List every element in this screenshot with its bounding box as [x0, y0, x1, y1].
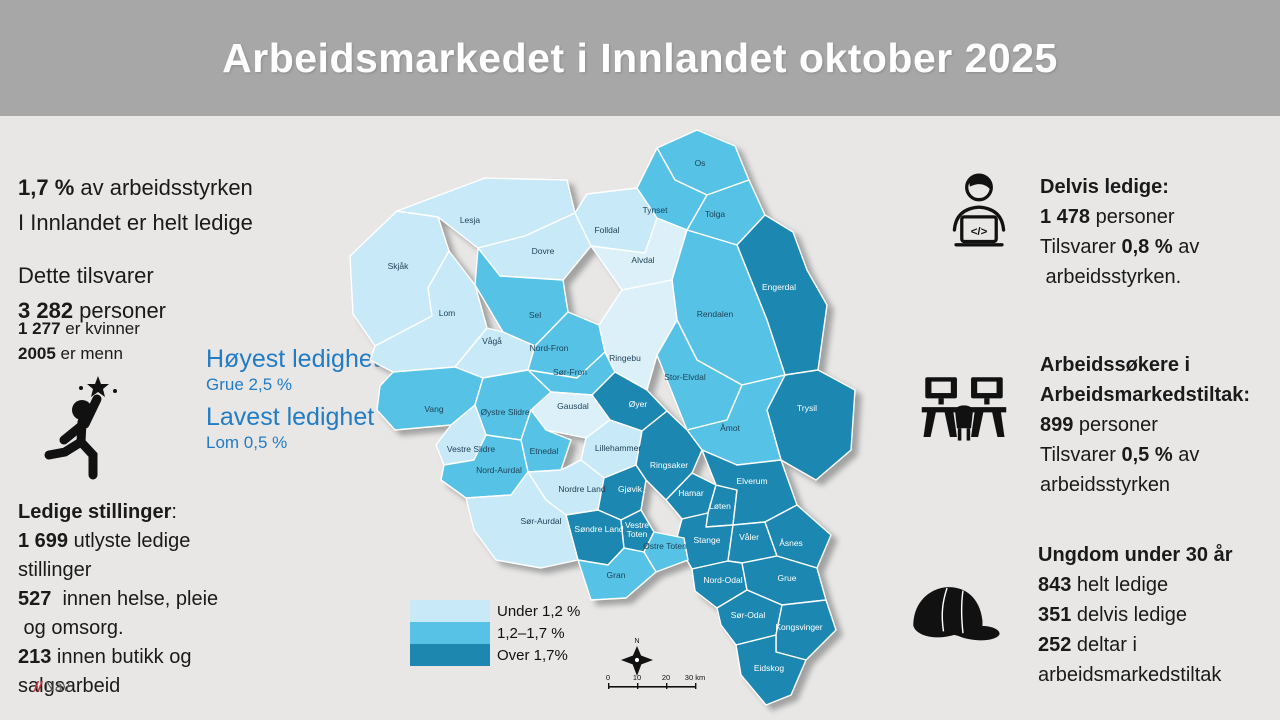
municipality-label: Våler [739, 532, 759, 542]
highest-value: Grue 2,5 % [206, 375, 292, 394]
municipality-label: Øystre Slidre [480, 407, 529, 417]
vacancies-text: Ledige stillinger: 1 699 utlyste ledige st… [18, 501, 219, 697]
legend-label: Under 1,2 % [497, 602, 581, 620]
legend-label: 1,2–1,7 % [497, 624, 565, 642]
municipality-label: Sør-Fron [553, 367, 587, 377]
municipality-label: Grue [778, 573, 797, 583]
municipality-label: Åsnes [779, 538, 803, 548]
page-title: Arbeidsmarkedet i Innlandet oktober 2025 [222, 34, 1058, 81]
partially-unemployed-text: Delvis ledige: 1 478 personer Tilsvarer 0,… [1040, 176, 1200, 288]
youth-text: Ungdom under 30 år 843 helt ledige 351 del… [1038, 544, 1233, 686]
legend-row: Over 1,7% [410, 644, 580, 666]
municipality-label: Folldal [594, 225, 619, 235]
municipality-label: Vestre Toten [625, 520, 649, 539]
municipality-label: Lom [439, 308, 456, 318]
municipality-label: Gjøvik [618, 484, 643, 494]
municipality-label: Stor-Elvdal [664, 372, 706, 382]
municipality-label: Nord-Odal [703, 575, 742, 585]
municipality-label: Nord-Fron [530, 343, 569, 353]
municipality-label: Lesja [460, 215, 481, 225]
municipality-label: Tolga [705, 209, 726, 219]
scale-tick-label: 0 [606, 673, 610, 682]
municipality-label: Hamar [678, 488, 704, 498]
municipality-sør-aurdal [465, 471, 579, 569]
municipality-label: Sel [529, 310, 541, 320]
persons-total-text: Dette tilsvarer 3 282 personer [18, 263, 167, 324]
innlandet-map: Skjåk Lesja Dovre Folldal Os Tynset Tolga Alvda… [335, 118, 875, 720]
municipality-label: Dovre [532, 246, 555, 256]
municipality-label: Ringebu [609, 353, 641, 363]
municipality-label: Vågå [482, 336, 502, 346]
header-banner: Arbeidsmarkedet i Innlandet oktober 2025 [0, 0, 1280, 116]
high-low-block: Høyest ledighet Grue 2,5 % Lavest ledigh… [206, 344, 380, 460]
cap-icon [905, 580, 1005, 647]
legend-row: 1,2–1,7 % [410, 622, 580, 644]
municipality-label: Rendalen [697, 309, 734, 319]
scale-tick-label: 10 [633, 673, 641, 682]
legend-swatch [410, 644, 490, 666]
municipality-label: Nord-Aurdal [476, 465, 522, 475]
municipality-label: Gran [607, 570, 626, 580]
labour-measures-text: Arbeidssøkere i Arbeidsmarkedstiltak: 899 … [1040, 354, 1251, 496]
municipality-lom [369, 250, 488, 373]
legend-row: Under 1,2 % [410, 600, 580, 622]
municipality-eidskog [735, 634, 807, 706]
municipality-label: Alvdal [631, 255, 654, 265]
compass-north-label: N [634, 638, 639, 645]
laptop-person-icon: </> [938, 166, 1020, 263]
unemployment-rate-text: 1,7 % av arbeidsstyrken I Innlandet er he… [18, 175, 253, 236]
municipality-label: Sør-Aurdal [520, 516, 561, 526]
highest-title: Høyest ledighet [206, 345, 380, 373]
compass-rose-icon: N [621, 638, 653, 676]
municipality-label: Etnedal [530, 446, 559, 456]
municipality-label: Sør-Odal [731, 610, 766, 620]
star-person-icon [36, 372, 136, 487]
municipality-label: Løten [709, 501, 731, 511]
municipality-label: Gausdal [557, 401, 589, 411]
municipality-label: Østre Toten [643, 541, 687, 551]
municipality-label: Øyer [629, 399, 648, 409]
map-legend: Under 1,2 % 1,2–1,7 % Over 1,7% [410, 600, 580, 666]
municipality-label: Os [695, 158, 706, 168]
municipality-label: Trysil [797, 403, 817, 413]
legend-label: Over 1,7% [497, 646, 568, 664]
municipality-label: Tynset [642, 205, 668, 215]
scale-tick-label: 30 km [685, 673, 705, 682]
municipality-label: Nordre Land [558, 484, 606, 494]
municipality-label: Vang [424, 404, 443, 414]
legend-swatch [410, 600, 490, 622]
nav-logo-text: Nav [44, 678, 70, 694]
municipality-label: Lillehammer [595, 443, 641, 453]
legend-swatch [410, 622, 490, 644]
municipality-label: Elverum [736, 476, 767, 486]
gender-split-text: 1 277 er kvinner 2005 er menn [18, 319, 140, 363]
workstation-icon [920, 370, 1008, 451]
lowest-title: Lavest ledighet [206, 403, 375, 432]
municipality-åsnes [764, 504, 832, 569]
scale-bar: 0 10 20 30 km [606, 673, 705, 689]
municipality-label: Stange [694, 535, 721, 545]
municipality-østre-toten [643, 531, 689, 573]
nav-logo-slashes: // [34, 678, 42, 694]
scale-tick-label: 20 [662, 673, 670, 682]
municipality-label: Eidskog [754, 663, 785, 673]
municipality-label: Vestre Slidre [447, 444, 495, 454]
municipality-label: Åmot [720, 423, 740, 433]
municipality-label: Kongsvinger [775, 622, 822, 632]
municipality-label: Engerdal [762, 282, 796, 292]
municipality-label: Søndre Land [574, 524, 623, 534]
lowest-value: Lom 0,5 % [206, 433, 288, 453]
municipality-label: Skjåk [388, 261, 410, 271]
nav-logo: //Nav [34, 678, 70, 694]
municipality-label: Ringsaker [650, 460, 688, 470]
laptop-code-glyph: </> [971, 226, 988, 238]
municipality-gran [577, 547, 657, 601]
